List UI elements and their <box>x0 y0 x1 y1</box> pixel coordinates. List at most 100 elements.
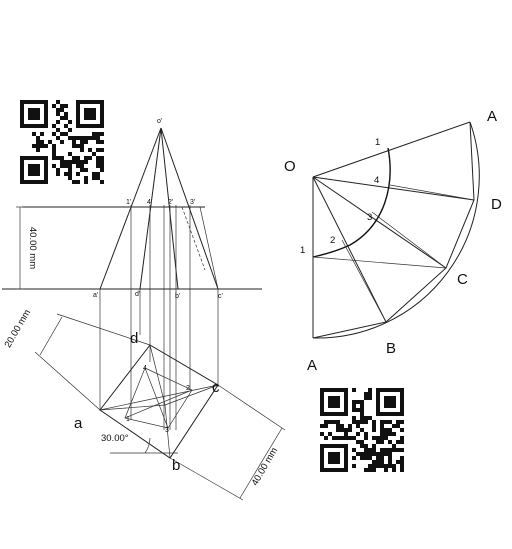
qr-module <box>380 452 384 456</box>
qr-module <box>336 428 340 432</box>
qr-module <box>64 104 68 108</box>
qr-module <box>364 456 368 460</box>
qr-module <box>76 180 80 184</box>
extension-line <box>169 457 244 501</box>
qr-module <box>348 436 352 440</box>
qr-module <box>340 428 344 432</box>
qr-module <box>372 436 376 440</box>
dev-outer-arc <box>312 121 480 339</box>
qr-module <box>76 144 80 148</box>
qr-module <box>360 452 364 456</box>
qr-module <box>80 144 84 148</box>
dev-line <box>371 211 447 269</box>
qr-module <box>100 156 104 160</box>
qr-module <box>392 468 396 472</box>
qr-module <box>368 392 372 396</box>
qr-module <box>68 160 72 164</box>
qr-module <box>336 436 340 440</box>
qr-module <box>332 420 336 424</box>
qr-module <box>356 408 360 412</box>
qr-module <box>352 388 356 392</box>
qr-module <box>388 448 392 452</box>
qr-module <box>400 464 404 468</box>
qr-module <box>380 428 384 432</box>
qr-module <box>36 140 40 144</box>
qr-module <box>380 440 384 444</box>
qr-module <box>60 116 64 120</box>
qr-module <box>96 148 100 152</box>
qr-module <box>380 424 384 428</box>
qr-module <box>360 440 364 444</box>
qr-module <box>80 164 84 168</box>
qr-module <box>68 120 72 124</box>
qr-module <box>376 436 380 440</box>
dev-label-B: B <box>386 340 396 357</box>
dev-label-C: C <box>457 271 468 288</box>
qr-module <box>52 156 56 160</box>
angle-arc <box>144 437 151 454</box>
qr-module <box>384 428 388 432</box>
label-b-prime: b' <box>175 293 180 300</box>
qr-module <box>100 160 104 164</box>
qr-module <box>44 144 48 148</box>
width-dimension-line <box>39 316 63 356</box>
qr-module <box>384 432 388 436</box>
qr-module <box>364 444 368 448</box>
qr-module <box>352 400 356 404</box>
plan-edge <box>164 384 219 406</box>
qr-code-bottom-right <box>320 388 404 472</box>
qr-module <box>84 140 88 144</box>
qr-module <box>56 112 60 116</box>
qr-module <box>396 420 400 424</box>
label-a-prime: a' <box>93 292 98 299</box>
label-4: 4 <box>143 365 147 372</box>
qr-module <box>380 464 384 468</box>
qr-module <box>340 424 344 428</box>
qr-module <box>96 132 100 136</box>
front-view: 40.00 mm o' a' d' b' c' 1' 4' 2' 3' <box>2 118 262 430</box>
qr-module <box>36 136 40 140</box>
qr-module <box>84 136 88 140</box>
qr-module <box>380 456 384 460</box>
qr-module <box>376 460 380 464</box>
dev-line <box>312 256 447 269</box>
qr-module <box>372 444 376 448</box>
qr-module <box>364 396 368 400</box>
qr-module <box>100 168 104 172</box>
qr-module <box>84 168 88 172</box>
dev-label-4: 4 <box>374 175 379 186</box>
qr-module <box>380 432 384 436</box>
qr-module <box>96 160 100 164</box>
qr-module <box>388 432 392 436</box>
dev-line <box>341 239 387 323</box>
qr-module <box>64 116 68 120</box>
qr-module <box>72 156 76 160</box>
qr-module <box>88 136 92 140</box>
qr-module <box>364 468 368 472</box>
qr-module <box>80 140 84 144</box>
qr-module <box>376 440 380 444</box>
qr-module <box>396 460 400 464</box>
qr-module <box>372 420 376 424</box>
qr-module <box>388 428 392 432</box>
qr-module <box>96 136 100 140</box>
hidden-line <box>181 206 206 271</box>
qr-module <box>100 148 104 152</box>
dev-line-OD <box>312 176 475 201</box>
qr-module <box>92 172 96 176</box>
qr-module <box>380 420 384 424</box>
label-c: c <box>212 379 220 396</box>
qr-module <box>356 452 360 456</box>
qr-module <box>352 436 356 440</box>
qr-module <box>36 148 40 152</box>
qr-module <box>368 448 372 452</box>
qr-module <box>388 440 392 444</box>
qr-module <box>380 436 384 440</box>
qr-module <box>72 136 76 140</box>
extension-line <box>34 351 101 411</box>
qr-module <box>364 392 368 396</box>
qr-module <box>60 140 64 144</box>
qr-module <box>36 144 40 148</box>
qr-module <box>384 436 388 440</box>
